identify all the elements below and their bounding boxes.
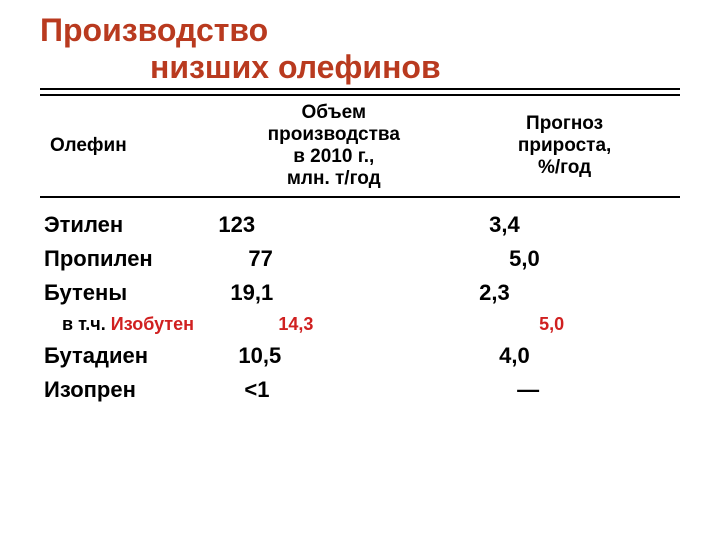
table-row: Изопрен<1— [40,373,680,407]
title-line-2: низших олефинов [40,49,680,86]
cell-name: в т.ч. Изобутен [40,310,218,339]
table-row: Бутадиен10,54,0 [40,339,680,373]
cell-name: Изопрен [40,373,218,407]
cell-volume: 14,3 [218,310,449,339]
cell-growth: 2,3 [449,276,680,310]
table-row: Бутены19,12,3 [40,276,680,310]
cell-growth: 4,0 [449,339,680,373]
table-row: Этилен1233,4 [40,208,680,242]
title-line-1: Производство [40,12,680,49]
cell-growth: — [449,373,680,407]
cell-name: Этилен [40,208,218,242]
col-growth: Прогноз прироста, %/год [449,95,680,197]
title-underline [40,88,680,90]
cell-volume: 77 [218,242,449,276]
col-olefin: Олефин [40,95,218,197]
table-header-row: Олефин Объем производства в 2010 г., млн… [40,95,680,197]
cell-volume: 10,5 [218,339,449,373]
cell-growth: 5,0 [449,242,680,276]
slide-title: Производство низших олефинов [40,12,680,90]
cell-volume: 19,1 [218,276,449,310]
cell-growth: 5,0 [449,310,680,339]
cell-volume: 123 [218,208,449,242]
cell-growth: 3,4 [449,208,680,242]
table-row: в т.ч. Изобутен14,35,0 [40,310,680,339]
cell-name: Пропилен [40,242,218,276]
col-volume: Объем производства в 2010 г., млн. т/год [218,95,449,197]
table-row: Пропилен775,0 [40,242,680,276]
cell-name: Бутены [40,276,218,310]
olefin-table: Олефин Объем производства в 2010 г., млн… [40,94,680,407]
cell-name: Бутадиен [40,339,218,373]
cell-volume: <1 [218,373,449,407]
